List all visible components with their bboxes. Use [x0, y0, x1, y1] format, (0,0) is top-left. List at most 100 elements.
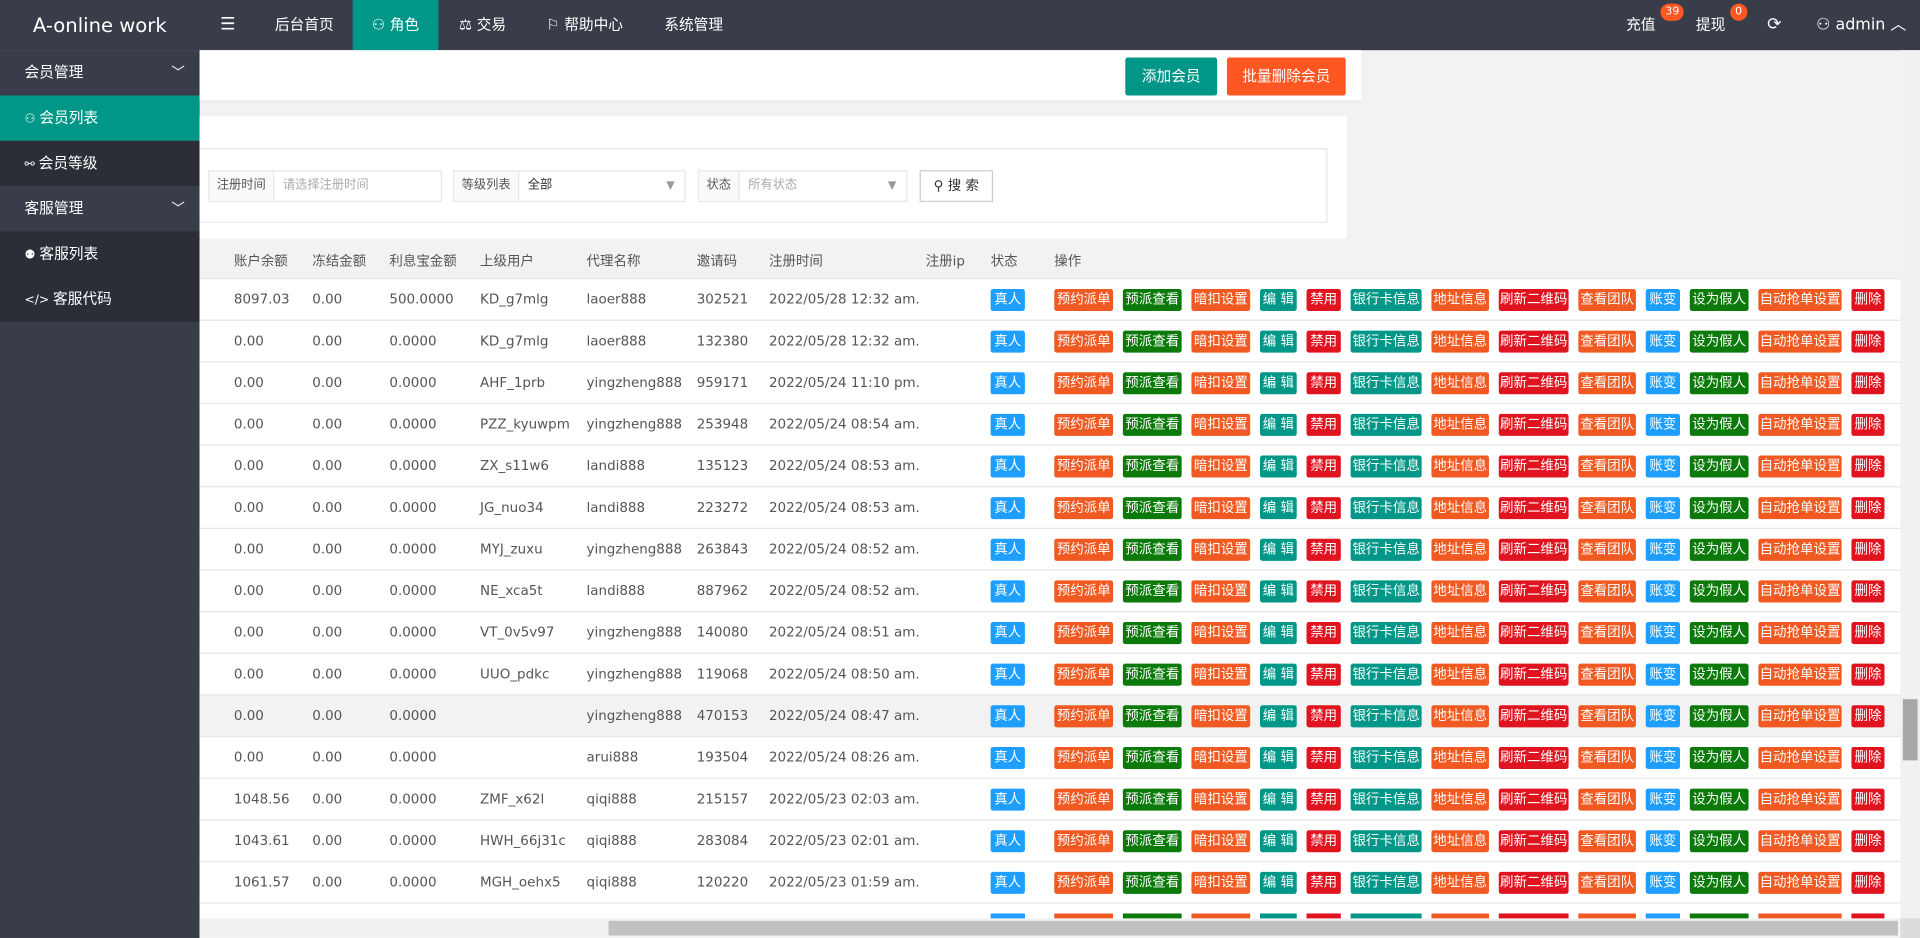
- nav-item[interactable]: ⚐ 帮助中心: [527, 0, 643, 50]
- action-button[interactable]: 账变: [1645, 538, 1681, 561]
- action-button[interactable]: 删除: [1851, 580, 1885, 603]
- action-button[interactable]: 自动抢单设置: [1758, 705, 1842, 728]
- action-button[interactable]: 删除: [1851, 871, 1885, 894]
- action-button[interactable]: 暗扣设置: [1191, 788, 1251, 811]
- action-button[interactable]: 禁用: [1306, 830, 1341, 853]
- action-button[interactable]: 暗扣设置: [1191, 746, 1251, 769]
- action-button[interactable]: 预派查看: [1122, 746, 1182, 769]
- action-button[interactable]: 账变: [1645, 746, 1681, 769]
- action-button[interactable]: 编 辑: [1260, 830, 1297, 853]
- action-button[interactable]: 暗扣设置: [1191, 705, 1251, 728]
- action-button[interactable]: 银行卡信息: [1350, 372, 1422, 395]
- nav-item[interactable]: 后台首页: [257, 0, 351, 50]
- action-button[interactable]: 预约派单: [1054, 497, 1114, 520]
- action-button[interactable]: 银行卡信息: [1350, 580, 1422, 603]
- action-button[interactable]: 编 辑: [1260, 746, 1297, 769]
- action-button[interactable]: 编 辑: [1260, 413, 1297, 436]
- action-button[interactable]: 刷新二维码: [1498, 538, 1569, 561]
- h-scroll-thumb[interactable]: [608, 920, 1898, 936]
- action-button[interactable]: 设为假人: [1689, 413, 1749, 436]
- action-button[interactable]: 禁用: [1306, 746, 1341, 769]
- action-button[interactable]: 银行卡信息: [1350, 455, 1422, 478]
- action-button[interactable]: 暗扣设置: [1191, 622, 1251, 645]
- action-button[interactable]: 自动抢单设置: [1758, 830, 1842, 853]
- action-button[interactable]: 预派查看: [1122, 705, 1182, 728]
- nav-item[interactable]: 系统管理: [643, 0, 745, 50]
- action-button[interactable]: 删除: [1851, 830, 1885, 853]
- action-button[interactable]: 账变: [1645, 788, 1681, 811]
- action-button[interactable]: 编 辑: [1260, 580, 1297, 603]
- action-button[interactable]: 自动抢单设置: [1758, 413, 1842, 436]
- recharge[interactable]: 充值: [1626, 15, 1656, 34]
- nav-item[interactable]: ⚇ 角色: [352, 0, 439, 51]
- action-button[interactable]: 设为假人: [1689, 538, 1749, 561]
- action-button[interactable]: 删除: [1851, 746, 1885, 769]
- action-button[interactable]: 禁用: [1306, 538, 1341, 561]
- action-button[interactable]: 编 辑: [1260, 455, 1297, 478]
- action-button[interactable]: 删除: [1851, 538, 1885, 561]
- search-field[interactable]: 等级列表 全部 ▼: [453, 170, 686, 203]
- action-button[interactable]: 预约派单: [1054, 622, 1114, 645]
- action-button[interactable]: 自动抢单设置: [1758, 538, 1842, 561]
- action-button[interactable]: 编 辑: [1260, 622, 1297, 645]
- action-button[interactable]: 暗扣设置: [1191, 330, 1251, 353]
- action-button[interactable]: 暗扣设置: [1191, 538, 1251, 561]
- action-button[interactable]: 查看团队: [1578, 663, 1636, 686]
- action-button[interactable]: 暗扣设置: [1191, 580, 1251, 603]
- action-button[interactable]: 自动抢单设置: [1758, 663, 1842, 686]
- action-button[interactable]: 删除: [1851, 288, 1885, 312]
- action-button[interactable]: 刷新二维码: [1498, 580, 1569, 603]
- action-button[interactable]: 银行卡信息: [1350, 538, 1422, 561]
- action-button[interactable]: 查看团队: [1578, 538, 1636, 561]
- action-button[interactable]: 预约派单: [1054, 788, 1114, 811]
- action-button[interactable]: 自动抢单设置: [1758, 455, 1842, 478]
- action-button[interactable]: 银行卡信息: [1350, 413, 1422, 436]
- action-button[interactable]: 银行卡信息: [1350, 746, 1422, 769]
- action-button[interactable]: 禁用: [1306, 788, 1341, 811]
- action-button[interactable]: 预派查看: [1122, 871, 1182, 894]
- action-button[interactable]: 账变: [1645, 372, 1681, 395]
- action-button[interactable]: 自动抢单设置: [1758, 788, 1842, 811]
- action-button[interactable]: 设为假人: [1689, 372, 1749, 395]
- action-button[interactable]: 账变: [1645, 497, 1681, 520]
- menu-group[interactable]: 会员管理 ﹀: [0, 50, 200, 96]
- action-button[interactable]: 刷新二维码: [1498, 622, 1569, 645]
- action-button[interactable]: 预派查看: [1122, 788, 1182, 811]
- action-button[interactable]: 账变: [1645, 705, 1681, 728]
- action-button[interactable]: 自动抢单设置: [1758, 622, 1842, 645]
- action-button[interactable]: 禁用: [1306, 622, 1341, 645]
- action-button[interactable]: 编 辑: [1260, 288, 1297, 312]
- action-button[interactable]: 禁用: [1306, 705, 1341, 728]
- action-button[interactable]: 编 辑: [1260, 871, 1297, 894]
- action-button[interactable]: 设为假人: [1689, 788, 1749, 811]
- action-button[interactable]: 预约派单: [1054, 288, 1114, 312]
- batch-delete-button[interactable]: 批量删除会员: [1226, 57, 1346, 96]
- action-button[interactable]: 删除: [1851, 413, 1885, 436]
- action-button[interactable]: 设为假人: [1689, 622, 1749, 645]
- menu-item[interactable]: ⚯ 会员等级: [0, 140, 200, 187]
- action-button[interactable]: 自动抢单设置: [1758, 288, 1842, 312]
- action-button[interactable]: 自动抢单设置: [1758, 580, 1842, 603]
- refresh[interactable]: ⟳: [1767, 14, 1782, 35]
- action-button[interactable]: 删除: [1851, 663, 1885, 686]
- action-button[interactable]: 地址信息: [1431, 622, 1489, 645]
- action-button[interactable]: 设为假人: [1689, 871, 1749, 894]
- action-button[interactable]: 地址信息: [1431, 330, 1489, 353]
- action-button[interactable]: 刷新二维码: [1498, 455, 1569, 478]
- action-button[interactable]: 刷新二维码: [1498, 705, 1569, 728]
- action-button[interactable]: 编 辑: [1260, 330, 1297, 353]
- action-button[interactable]: 预派查看: [1122, 372, 1182, 395]
- action-button[interactable]: 编 辑: [1260, 372, 1297, 395]
- action-button[interactable]: 银行卡信息: [1350, 330, 1422, 353]
- action-button[interactable]: 地址信息: [1431, 372, 1489, 395]
- action-button[interactable]: 禁用: [1306, 871, 1341, 894]
- action-button[interactable]: 禁用: [1306, 455, 1341, 478]
- action-button[interactable]: 删除: [1851, 330, 1885, 353]
- action-button[interactable]: 查看团队: [1578, 413, 1636, 436]
- action-button[interactable]: 暗扣设置: [1191, 871, 1251, 894]
- action-button[interactable]: 设为假人: [1689, 288, 1749, 312]
- action-button[interactable]: 设为假人: [1689, 455, 1749, 478]
- action-button[interactable]: 预派查看: [1122, 622, 1182, 645]
- action-button[interactable]: 账变: [1645, 580, 1681, 603]
- action-button[interactable]: 自动抢单设置: [1758, 497, 1842, 520]
